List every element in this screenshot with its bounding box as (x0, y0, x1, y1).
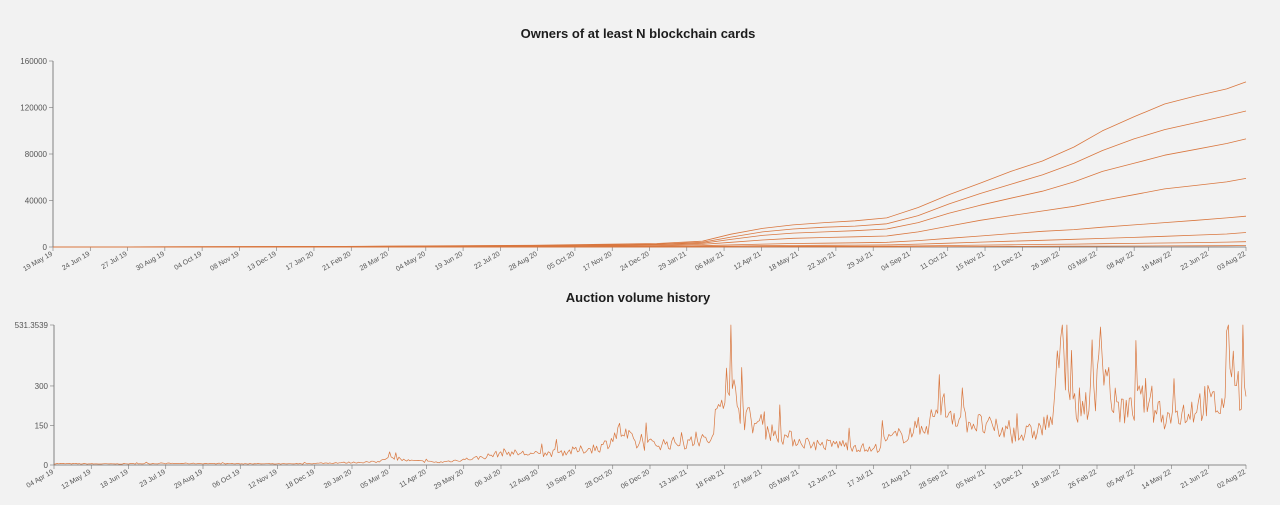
x-tick-label: 22 Jun 21 (807, 251, 837, 272)
x-tick-label: 04 May 20 (395, 251, 427, 273)
x-tick-label: 06 Mar 21 (694, 251, 725, 273)
x-tick-label: 14 May 22 (1141, 469, 1173, 491)
x-tick-label: 12 Aug 20 (508, 469, 539, 491)
x-tick-label: 21 Aug 21 (881, 469, 912, 491)
x-tick-label: 26 Jan 22 (1030, 251, 1060, 272)
y-tick-label: 0 (44, 461, 49, 470)
x-tick-label: 12 Nov 19 (247, 469, 278, 491)
x-tick-label: 18 Feb 21 (695, 469, 726, 491)
x-tick-label: 05 Oct 20 (546, 251, 576, 272)
y-tick-label: 531.3539 (15, 321, 49, 330)
x-tick-label: 17 Jul 21 (846, 469, 874, 489)
x-tick-label: 17 Nov 20 (582, 251, 613, 273)
series-line-1 (53, 324, 1247, 465)
x-tick-label: 29 May 20 (433, 469, 465, 491)
series-line-1 (52, 81, 1247, 248)
x-tick-label: 26 Feb 22 (1067, 469, 1098, 491)
x-tick-label: 29 Jan 21 (658, 251, 688, 272)
x-tick-label: 21 Feb 20 (321, 251, 352, 273)
x-tick-label: 15 Nov 21 (955, 251, 986, 273)
x-tick-label: 16 May 22 (1141, 251, 1173, 273)
series-line-8 (53, 245, 1247, 248)
x-tick-label: 05 Nov 21 (955, 469, 986, 491)
x-tick-label: 13 Dec 21 (992, 469, 1023, 491)
x-tick-label: 26 Jan 20 (323, 469, 353, 490)
x-tick-label: 04 Apr 19 (26, 469, 56, 490)
x-tick-label: 13 Dec 19 (247, 251, 278, 273)
x-tick-label: 18 May 21 (768, 251, 800, 273)
x-tick-label: 04 Oct 19 (173, 251, 203, 272)
x-tick-label: 02 Aug 22 (1216, 469, 1247, 491)
x-tick-label: 27 Jul 19 (100, 251, 128, 271)
y-tick-label: 0 (43, 243, 48, 252)
y-tick-label: 120000 (20, 104, 47, 113)
x-tick-label: 17 Jan 20 (285, 251, 315, 272)
x-tick-label: 12 Jun 21 (807, 469, 837, 490)
chart-title-auction-volume: Auction volume history (566, 290, 711, 305)
x-tick-label: 18 Jan 22 (1031, 469, 1061, 490)
x-tick-label: 18 Dec 19 (285, 469, 316, 491)
owners-chart: 0 40000 80000 120000 160000 19 May 19 24 Jun 1… (20, 57, 1247, 273)
x-tick-label: 21 Jun 22 (1180, 469, 1210, 490)
x-tick-label: 06 Dec 20 (620, 469, 651, 491)
y-tick-label: 160000 (20, 57, 47, 66)
x-tick-label: 28 Mar 20 (359, 251, 390, 273)
x-tick-label: 12 May 19 (60, 469, 92, 491)
x-tick-label: 22 Jun 22 (1180, 251, 1210, 272)
x-tick-label: 03 Aug 22 (1216, 251, 1247, 273)
x-tick-label: 05 Mar 20 (359, 469, 390, 491)
x-tick-label: 28 Aug 20 (508, 251, 539, 273)
x-tick-label: 28 Sep 21 (918, 469, 949, 491)
series-line-2 (52, 110, 1247, 248)
chart-title-owners: Owners of at least N blockchain cards (521, 26, 756, 41)
y-tick-label: 80000 (25, 150, 48, 159)
x-tick-label: 11 Apr 20 (398, 469, 427, 490)
x-tick-label: 13 Jan 21 (658, 469, 688, 490)
x-tick-label: 30 Aug 19 (135, 251, 166, 273)
y-tick-label: 300 (35, 382, 49, 391)
x-tick-label: 04 Sep 21 (880, 251, 911, 273)
x-tick-label: 23 Jul 19 (139, 469, 167, 489)
x-tick-label: 06 Jul 20 (474, 469, 502, 489)
x-tick-label: 22 Jul 20 (473, 251, 501, 271)
y-tick-label: 150 (35, 421, 49, 430)
x-tick-label: 11 Oct 21 (919, 251, 948, 272)
x-tick-label: 28 Oct 20 (584, 469, 614, 490)
x-tick-label: 12 Apr 21 (733, 251, 763, 272)
x-tick-label: 05 Apr 22 (1106, 469, 1136, 490)
x-tick-label: 05 May 21 (768, 469, 800, 491)
x-tick-label: 27 Mar 21 (732, 469, 763, 491)
x-tick-label: 08 Nov 19 (209, 251, 240, 273)
x-tick-label: 24 Dec 20 (619, 251, 650, 273)
x-tick-label: 21 Dec 21 (992, 251, 1023, 273)
x-tick-label: 29 Jul 21 (846, 251, 874, 271)
x-tick-label: 29 Aug 19 (173, 469, 204, 491)
x-tick-label: 19 May 19 (22, 251, 54, 273)
x-tick-label: 18 Jun 19 (99, 469, 129, 490)
x-tick-label: 08 Apr 22 (1106, 251, 1136, 272)
x-tick-label: 19 Jun 20 (434, 251, 464, 272)
series-line-4 (52, 178, 1247, 248)
x-tick-label: 24 Jun 19 (61, 251, 91, 272)
x-tick-label: 19 Sep 20 (545, 469, 576, 491)
x-tick-label: 03 Mar 22 (1067, 251, 1098, 273)
auction-volume-chart: 0 150 300 531.3539 04 Apr 19 12 May 19 18 Jun … (15, 321, 1247, 491)
x-tick-label: 06 Oct 19 (211, 469, 241, 490)
y-tick-label: 40000 (25, 197, 48, 206)
series-line-5 (52, 215, 1247, 248)
series-line-3 (52, 138, 1247, 248)
